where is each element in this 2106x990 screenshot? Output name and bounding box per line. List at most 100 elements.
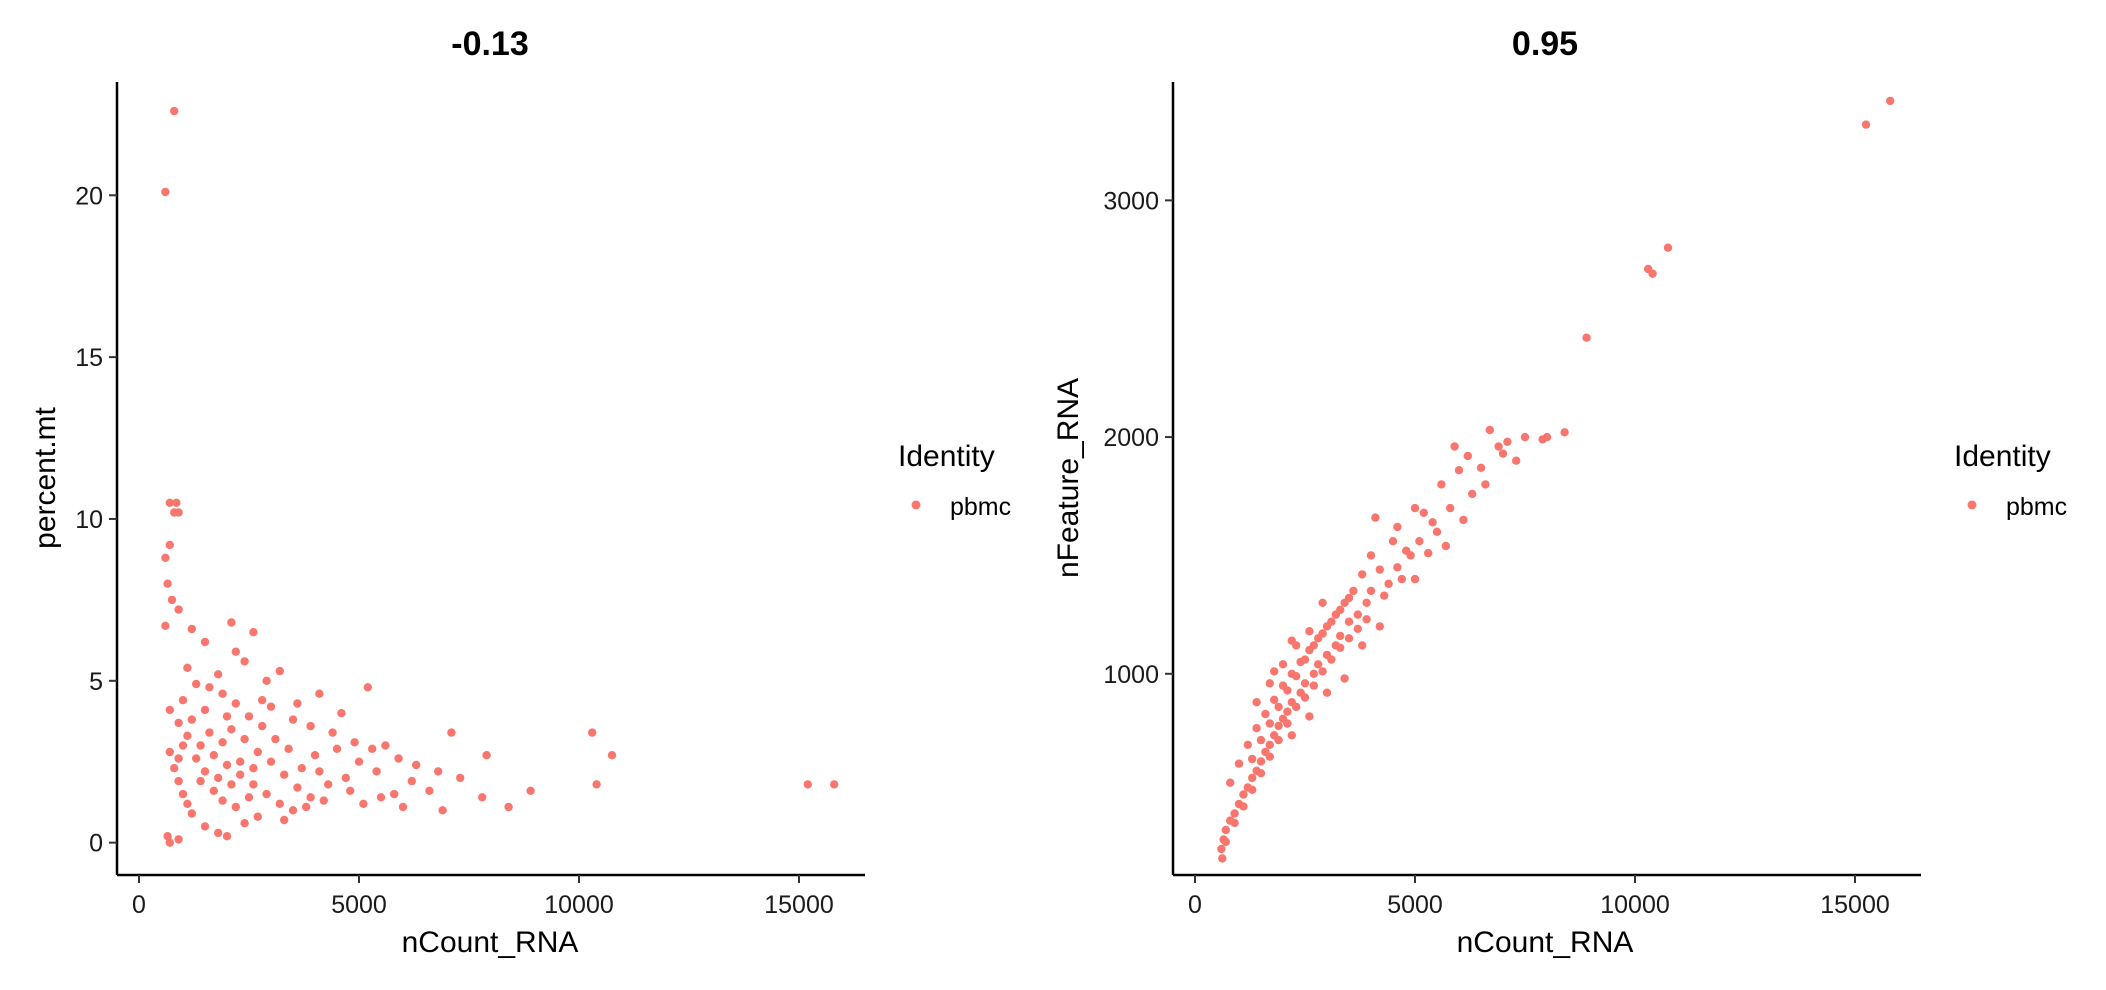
data-point (275, 666, 284, 676)
data-point (170, 106, 179, 116)
data-point (218, 738, 227, 747)
legend-title: Identity (898, 440, 995, 473)
data-point (1560, 428, 1569, 437)
data-point (1349, 586, 1358, 596)
legend: Identity pbmc (898, 440, 1011, 521)
data-point (1309, 681, 1319, 690)
data-point (588, 728, 597, 737)
data-point (275, 799, 284, 808)
data-point (183, 799, 192, 808)
data-point (205, 683, 214, 692)
data-point (249, 764, 258, 773)
data-point (288, 806, 298, 815)
data-point (293, 783, 302, 792)
legend-key-dot (1967, 500, 1977, 510)
data-point (174, 776, 183, 786)
data-point (165, 838, 174, 847)
data-point (178, 789, 188, 799)
data-point (1419, 508, 1429, 517)
data-point (1388, 537, 1398, 546)
data-point (174, 508, 183, 517)
data-point (830, 780, 839, 789)
data-points (161, 106, 839, 847)
data-point (174, 718, 183, 728)
data-point (192, 679, 201, 689)
data-point (262, 789, 271, 799)
legend-title: Identity (1954, 440, 2051, 473)
data-point (297, 764, 306, 773)
data-point (240, 819, 249, 828)
data-point (1481, 480, 1490, 489)
data-point (1327, 617, 1336, 626)
data-point (183, 731, 192, 740)
data-point (1274, 721, 1283, 731)
data-point (1265, 740, 1275, 749)
x-tick-label: 15000 (764, 891, 834, 919)
data-point (1384, 579, 1393, 588)
data-point (407, 776, 416, 786)
data-point (165, 540, 174, 550)
data-point (258, 696, 267, 705)
data-point (346, 786, 355, 795)
panel-title: 0.95 (1512, 25, 1578, 63)
data-point (1428, 518, 1437, 527)
data-point (359, 799, 368, 808)
data-point (1226, 778, 1235, 787)
data-point (1424, 548, 1433, 558)
data-point (438, 806, 447, 815)
data-point (1397, 574, 1407, 584)
data-point (172, 498, 181, 507)
data-point (293, 699, 302, 708)
data-point (456, 773, 465, 783)
data-point (218, 689, 227, 698)
data-point (1322, 688, 1332, 697)
data-point (1663, 243, 1673, 252)
data-point (262, 676, 271, 685)
data-point (174, 835, 183, 844)
data-point (328, 728, 337, 737)
data-point (1274, 735, 1283, 745)
data-point (200, 637, 210, 647)
data-point (607, 751, 617, 760)
data-point (1402, 546, 1411, 555)
y-tick-label: 0 (89, 830, 103, 858)
data-point (376, 793, 386, 802)
x-tick-label: 15000 (1820, 891, 1890, 919)
data-point (1410, 503, 1420, 513)
y-axis-ticks: 0 5 10 15 20 (75, 182, 117, 858)
data-point (354, 757, 364, 766)
data-point (1358, 570, 1367, 579)
data-point (1300, 693, 1310, 702)
data-point (1380, 591, 1389, 600)
data-point (1415, 537, 1424, 546)
data-point (341, 773, 350, 783)
data-point (227, 725, 236, 734)
data-point (425, 786, 434, 795)
data-point (165, 498, 174, 507)
data-point (187, 809, 196, 818)
data-point (1283, 686, 1292, 695)
data-point (1230, 818, 1239, 828)
data-point (209, 786, 218, 795)
data-point (284, 744, 293, 753)
data-point (200, 767, 210, 776)
data-point (394, 754, 403, 763)
data-point (306, 793, 315, 802)
data-point (1270, 695, 1279, 704)
data-point (227, 780, 236, 789)
y-tick-label: 20 (75, 182, 103, 210)
data-point (302, 802, 311, 812)
data-point (1437, 480, 1446, 489)
data-point (258, 721, 267, 731)
data-point (324, 780, 333, 789)
data-point (1265, 752, 1275, 761)
data-point (1375, 622, 1385, 631)
data-point (231, 647, 240, 656)
data-point (1256, 735, 1266, 745)
x-axis-title: nCount_RNA (1457, 926, 1634, 959)
data-point (231, 699, 240, 708)
data-point (1886, 96, 1895, 106)
data-point (1861, 120, 1871, 129)
x-axis-ticks: 0 5000 10000 15000 (1188, 875, 1890, 919)
